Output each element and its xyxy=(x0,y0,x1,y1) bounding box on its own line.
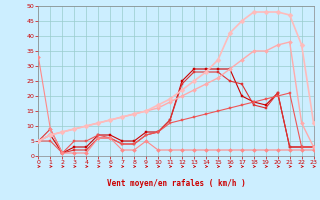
X-axis label: Vent moyen/en rafales ( km/h ): Vent moyen/en rafales ( km/h ) xyxy=(107,179,245,188)
